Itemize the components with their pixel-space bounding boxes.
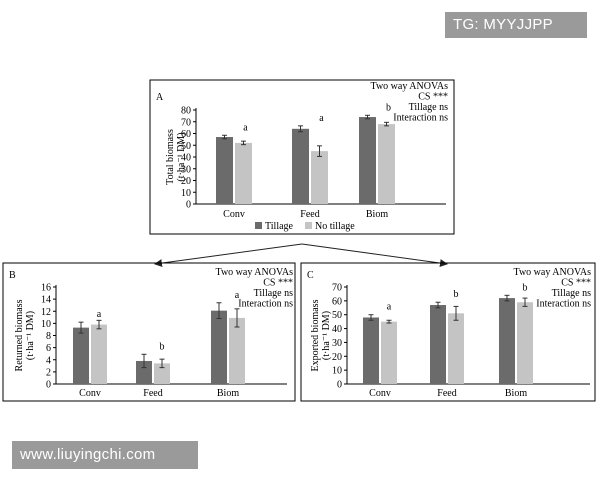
significance-letter: b	[454, 289, 459, 300]
bar-feed-tillage	[136, 360, 152, 384]
y-axis-label: (t·ha⁻¹ DM)	[321, 311, 332, 360]
x-category-label: Feed	[300, 209, 319, 220]
y-axis-label: (t·ha⁻¹ DM)	[25, 311, 36, 360]
y-tick-label: 80	[181, 106, 191, 117]
y-tick-label: 60	[181, 129, 191, 140]
chart-panel-c: C 0 10 20 30 40 50 60 70 Exported biomass (t·ha⁻¹ …	[300, 262, 596, 402]
bar-biom-no-tillage	[229, 317, 245, 384]
significance-letter: a	[387, 302, 392, 313]
y-axis-label: Total biomass	[165, 129, 176, 185]
y-tick-label: 20	[332, 352, 342, 363]
significance-letter: a	[235, 290, 240, 301]
y-tick-label: 10	[332, 366, 342, 377]
y-tick-label: 60	[332, 296, 342, 307]
y-tick-label: 10	[41, 319, 51, 330]
legend-label-tillage: Tillage	[265, 221, 294, 232]
bar-biom-no-tillage	[378, 124, 395, 204]
bar-biom-no-tillage	[517, 302, 533, 384]
panel-frame	[149, 79, 455, 235]
anova-annotation: Interaction ns	[238, 299, 293, 310]
anova-annotation: Interaction ns	[393, 113, 448, 124]
panel-label: A	[156, 92, 164, 103]
anova-annotation: CS ***	[418, 92, 448, 103]
bar-conv-no-tillage	[235, 142, 252, 204]
legend-label-no-tillage: No tillage	[315, 221, 355, 232]
arrow-to-panel-b	[154, 243, 303, 268]
legend-swatch-no-tillage	[305, 222, 312, 229]
watermark-url-label: www.liuyingchi.com	[12, 441, 198, 469]
y-tick-label: 30	[181, 164, 191, 175]
bar-feed-tillage	[292, 128, 309, 204]
bar-feed-no-tillage	[448, 313, 464, 384]
bar-conv-no-tillage	[381, 321, 397, 384]
significance-letter: b	[386, 102, 391, 113]
bar-conv-no-tillage	[91, 324, 107, 384]
significance-letter: b	[160, 341, 165, 352]
y-tick-label: 4	[46, 355, 51, 366]
y-tick-label: 40	[332, 324, 342, 335]
y-tick-label: 70	[181, 117, 191, 128]
y-tick-label: 0	[46, 380, 51, 391]
y-tick-label: 40	[181, 153, 191, 164]
bar-conv-tillage	[73, 327, 89, 384]
y-axis-label: Returned biomass	[14, 299, 25, 371]
significance-letter: a	[97, 309, 102, 320]
bar-conv-tillage	[363, 317, 379, 384]
panel-label: C	[307, 270, 314, 281]
y-tick-label: 30	[332, 338, 342, 349]
legend-swatch-tillage	[255, 222, 262, 229]
bar-feed-no-tillage	[311, 151, 328, 204]
panel-frame	[2, 262, 296, 402]
bar-feed-tillage	[430, 305, 446, 384]
arrow-to-panel-c	[301, 243, 448, 268]
y-tick-label: 50	[332, 310, 342, 321]
y-tick-label: 70	[332, 283, 342, 294]
anova-annotation: Interaction ns	[536, 299, 591, 310]
y-axis-label: (t·ha⁻¹ DM)	[176, 132, 187, 181]
x-category-label: Biom	[505, 388, 527, 399]
y-tick-label: 0	[337, 380, 342, 391]
y-tick-label: 12	[41, 307, 51, 318]
x-category-label: Biom	[366, 209, 388, 220]
anova-annotation: Tillage ns	[409, 102, 448, 113]
bar-biom-tillage	[211, 310, 227, 384]
y-tick-label: 8	[46, 331, 51, 342]
anova-annotation: CS ***	[263, 278, 293, 289]
panel-frame	[300, 262, 596, 402]
watermark-tg-label: TG: MYYJJPP	[445, 12, 587, 38]
y-tick-label: 14	[41, 295, 51, 306]
y-tick-label: 6	[46, 343, 51, 354]
anova-annotation: Two way ANOVAs	[216, 267, 294, 278]
x-category-label: Conv	[79, 388, 101, 399]
x-category-label: Conv	[223, 209, 245, 220]
y-tick-label: 20	[181, 176, 191, 187]
y-tick-label: 10	[181, 188, 191, 199]
bar-biom-tillage	[499, 298, 515, 384]
anova-annotation: Two way ANOVAs	[514, 267, 592, 278]
anova-annotation: CS ***	[561, 278, 591, 289]
x-category-label: Biom	[217, 388, 239, 399]
y-tick-label: 0	[186, 200, 191, 211]
x-category-label: Feed	[437, 388, 456, 399]
significance-letter: a	[319, 113, 324, 124]
significance-letter: b	[523, 282, 528, 293]
anova-annotation: Two way ANOVAs	[371, 81, 449, 92]
bar-conv-tillage	[216, 137, 233, 204]
chart-legend: Tillage No tillage	[255, 221, 355, 232]
bar-feed-no-tillage	[154, 363, 170, 384]
y-axis-label: Exported biomass	[310, 299, 321, 371]
y-tick-label: 50	[181, 141, 191, 152]
x-category-label: Feed	[143, 388, 162, 399]
anova-annotation: Tillage ns	[552, 288, 591, 299]
y-tick-label: 16	[41, 283, 51, 294]
anova-annotation: Tillage ns	[254, 288, 293, 299]
panel-label: B	[9, 270, 16, 281]
x-category-label: Conv	[369, 388, 391, 399]
bar-biom-tillage	[359, 117, 376, 204]
y-tick-label: 2	[46, 367, 51, 378]
significance-letter: a	[243, 122, 248, 133]
